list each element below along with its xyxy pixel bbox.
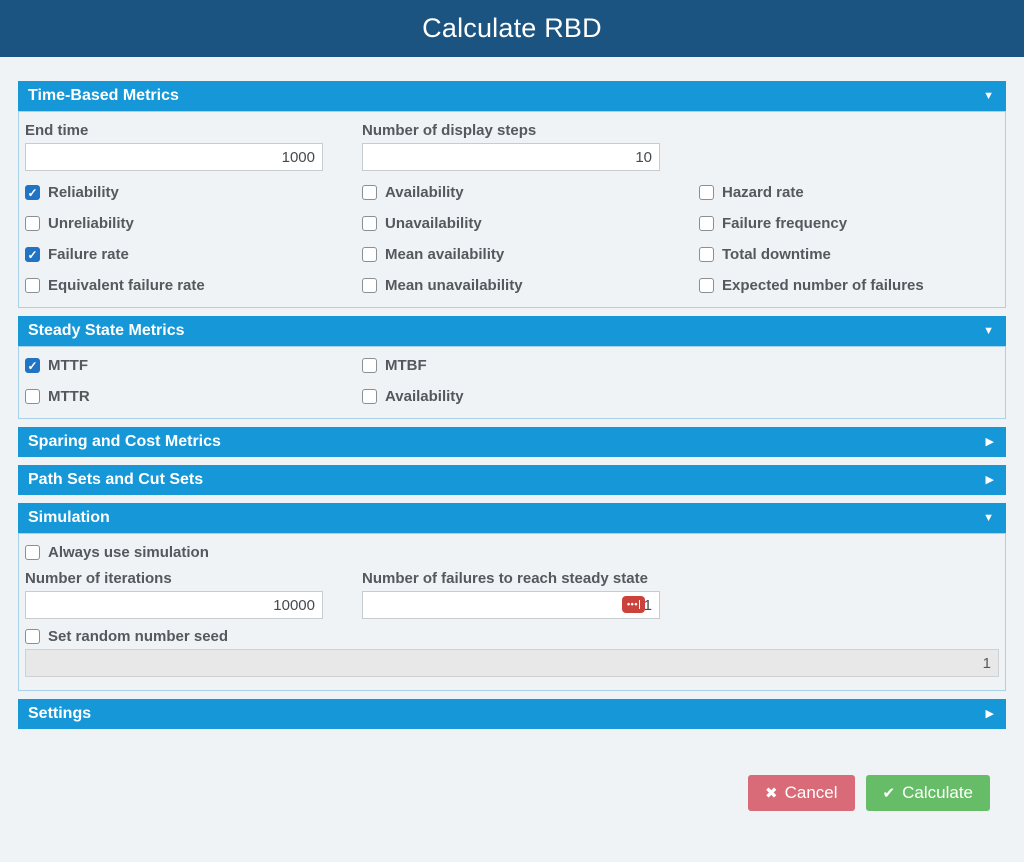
dialog-titlebar: Calculate RBD [0, 0, 1024, 57]
checkbox-box [25, 216, 40, 231]
chevron-down-icon: ▼ [983, 89, 994, 102]
dialog-title: Calculate RBD [422, 13, 602, 43]
checkbox-box [25, 278, 40, 293]
cancel-button-label: Cancel [784, 783, 838, 802]
checkbox-reliability[interactable]: Reliability [25, 184, 323, 201]
checkbox-box [699, 247, 714, 262]
section-title: Settings [28, 705, 92, 722]
checkbox-box [362, 247, 377, 262]
checkbox-unavailability[interactable]: Unavailability [362, 215, 660, 232]
section-title: Time-Based Metrics [28, 87, 179, 104]
display-steps-label: Number of display steps [362, 122, 537, 139]
dialog-body: Time-Based Metrics ▼ End time Number of … [0, 57, 1024, 811]
simulation-fields-row: Number of iterations Number of failures … [25, 570, 999, 619]
section-title: Simulation [28, 509, 110, 526]
chevron-right-icon: ▶ [985, 707, 994, 720]
checkbox-expected-number-of-failures[interactable]: Expected number of failures [699, 277, 999, 294]
section-title: Steady State Metrics [28, 322, 185, 339]
chevron-down-icon: ▼ [983, 324, 994, 337]
time-fields-row: End time Number of display steps [25, 122, 999, 171]
checkbox-box [25, 358, 40, 373]
cancel-button[interactable]: ✖ Cancel [748, 775, 855, 811]
checkbox-box [362, 216, 377, 231]
checkbox-equivalent-failure-rate[interactable]: Equivalent failure rate [25, 277, 323, 294]
section-title: Path Sets and Cut Sets [28, 471, 204, 488]
checkbox-box [362, 358, 377, 373]
display-steps-input[interactable] [362, 143, 660, 171]
section-path-sets-and-cut-sets: Path Sets and Cut Sets ▶ [18, 465, 1006, 495]
checkbox-availability[interactable]: Availability [362, 184, 660, 201]
input-annotation-badge-icon[interactable]: ••• [622, 596, 645, 613]
section-header-time-based-metrics[interactable]: Time-Based Metrics ▼ [18, 81, 1006, 111]
steady-state-checkbox-grid: MTTF MTBF MTTR Availability [25, 357, 999, 405]
chevron-right-icon: ▶ [985, 435, 994, 448]
checkbox-mean-availability[interactable]: Mean availability [362, 246, 660, 263]
checkbox-box [362, 185, 377, 200]
checkbox-box [25, 185, 40, 200]
checkbox-always-use-simulation[interactable]: Always use simulation [25, 544, 999, 561]
section-body-simulation: Always use simulation Number of iteratio… [18, 533, 1006, 691]
iterations-input[interactable] [25, 591, 323, 619]
checkbox-box [25, 389, 40, 404]
section-header-steady-state-metrics[interactable]: Steady State Metrics ▼ [18, 316, 1006, 346]
iterations-field: Number of iterations [25, 570, 323, 619]
end-time-label: End time [25, 122, 89, 139]
section-header-simulation[interactable]: Simulation ▼ [18, 503, 1006, 533]
checkbox-mean-unavailability[interactable]: Mean unavailability [362, 277, 660, 294]
checkbox-box [699, 216, 714, 231]
section-sparing-and-cost-metrics: Sparing and Cost Metrics ▶ [18, 427, 1006, 457]
checkbox-total-downtime[interactable]: Total downtime [699, 246, 999, 263]
failures-steady-state-field: Number of failures to reach steady state… [362, 570, 660, 619]
section-header-settings[interactable]: Settings ▶ [18, 699, 1006, 729]
iterations-label: Number of iterations [25, 570, 172, 587]
section-body-time-based-metrics: End time Number of display steps Reliabi… [18, 111, 1006, 308]
checkbox-unreliability[interactable]: Unreliability [25, 215, 323, 232]
checkbox-failure-rate[interactable]: Failure rate [25, 246, 323, 263]
checkbox-box [362, 389, 377, 404]
random-seed-field [25, 649, 999, 677]
checkbox-box [362, 278, 377, 293]
failures-steady-state-input[interactable] [362, 591, 660, 619]
checkbox-availability-steady[interactable]: Availability [362, 388, 660, 405]
section-body-steady-state-metrics: MTTF MTBF MTTR Availability [18, 346, 1006, 419]
time-metrics-checkbox-grid: Reliability Availability Hazard rate Unr… [25, 184, 999, 294]
checkbox-mtbf[interactable]: MTBF [362, 357, 660, 374]
checkbox-set-random-number-seed[interactable]: Set random number seed [25, 628, 999, 645]
checkbox-hazard-rate[interactable]: Hazard rate [699, 184, 999, 201]
checkbox-box [25, 545, 40, 560]
checkbox-mttf[interactable]: MTTF [25, 357, 323, 374]
chevron-right-icon: ▶ [985, 473, 994, 486]
checkbox-box [699, 278, 714, 293]
failures-steady-state-label: Number of failures to reach steady state [362, 570, 648, 587]
section-simulation: Simulation ▼ Always use simulation Numbe… [18, 503, 1006, 691]
section-title: Sparing and Cost Metrics [28, 433, 221, 450]
chevron-down-icon: ▼ [983, 511, 994, 524]
checkbox-failure-frequency[interactable]: Failure frequency [699, 215, 999, 232]
display-steps-field: Number of display steps [362, 122, 660, 171]
checkbox-box [25, 629, 40, 644]
section-time-based-metrics: Time-Based Metrics ▼ End time Number of … [18, 81, 1006, 308]
calculate-button-label: Calculate [902, 783, 973, 802]
checkbox-box [699, 185, 714, 200]
section-header-path-sets-and-cut-sets[interactable]: Path Sets and Cut Sets ▶ [18, 465, 1006, 495]
section-header-sparing-and-cost-metrics[interactable]: Sparing and Cost Metrics ▶ [18, 427, 1006, 457]
calculate-button[interactable]: ✔ Calculate [865, 775, 990, 811]
end-time-input[interactable] [25, 143, 323, 171]
section-settings: Settings ▶ [18, 699, 1006, 729]
random-seed-input [25, 649, 999, 677]
section-steady-state-metrics: Steady State Metrics ▼ MTTF MTBF MTTR [18, 316, 1006, 419]
checkbox-mttr[interactable]: MTTR [25, 388, 323, 405]
x-icon: ✖ [765, 784, 778, 802]
dialog-actions: ✖ Cancel ✔ Calculate [18, 737, 1006, 811]
check-icon: ✔ [882, 784, 896, 802]
end-time-field: End time [25, 122, 323, 171]
checkbox-box [25, 247, 40, 262]
badge-caret [638, 600, 640, 609]
